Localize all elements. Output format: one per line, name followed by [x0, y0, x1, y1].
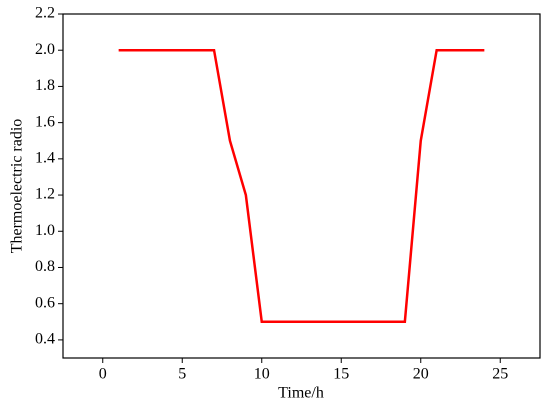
y-tick-label: 0.6	[35, 294, 55, 311]
x-tick-label: 25	[492, 366, 508, 383]
y-tick-label: 2.0	[35, 41, 55, 58]
x-tick-label: 5	[178, 366, 186, 383]
y-axis-label: Thermoelectric radio	[9, 119, 26, 254]
y-tick-label: 1.8	[35, 77, 55, 94]
x-tick-label: 10	[254, 366, 270, 383]
y-tick-label: 0.4	[35, 331, 55, 348]
y-tick-label: 1.6	[35, 113, 55, 130]
x-tick-label: 0	[99, 366, 107, 383]
x-axis-label: Time/h	[278, 385, 324, 402]
y-tick-label: 1.0	[35, 222, 55, 239]
plot-frame	[62, 13, 541, 359]
y-tick-label: 2.2	[35, 5, 55, 22]
y-tick-label: 0.8	[35, 258, 55, 275]
x-tick-label: 15	[333, 366, 349, 383]
x-tick-label: 20	[413, 366, 429, 383]
data-line	[118, 48, 485, 324]
y-tick-label: 1.2	[35, 186, 55, 203]
y-tick-label: 1.4	[35, 150, 55, 167]
